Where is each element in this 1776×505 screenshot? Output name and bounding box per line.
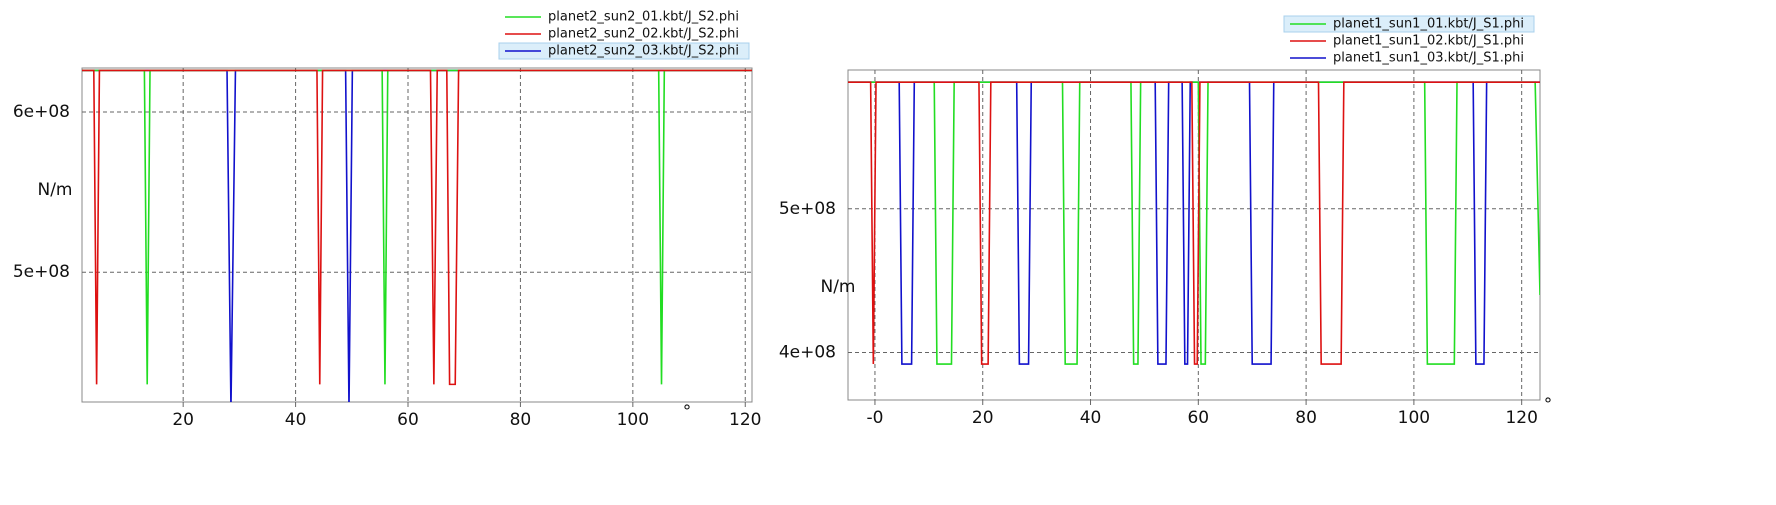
- x-tick-label: 60: [397, 410, 419, 430]
- legend-highlight: [1283, 15, 1535, 33]
- plot-lines: [848, 81, 1540, 365]
- x-tick-label: 100: [1398, 408, 1430, 428]
- plot-lines: [82, 69, 752, 402]
- legend-label: planet2_sun2_02.kbt/J_S2.phi: [548, 27, 739, 42]
- y-axis-label: N/m: [37, 180, 72, 200]
- legend-label: planet2_sun2_03.kbt/J_S2.phi: [548, 44, 739, 59]
- legend-label: planet1_sun1_03.kbt/J_S1.phi: [1333, 51, 1524, 66]
- series-line: [82, 69, 752, 385]
- series-line: [848, 81, 1540, 365]
- chart: 5e+08 6e+08 20 40 60 80 100 120 N/m ° planet2_sun2…: [13, 10, 762, 431]
- plot-frame: [81, 67, 753, 403]
- x-tick-label: -0: [866, 408, 883, 428]
- y-tick-label: 5e+08: [779, 199, 836, 219]
- x-axis-label: °: [683, 402, 692, 422]
- x-tick-label: 40: [285, 410, 307, 430]
- x-tick-label: 100: [617, 410, 649, 430]
- series-line: [848, 81, 1540, 365]
- x-tick-label: 20: [172, 410, 194, 430]
- legend-label: planet1_sun1_01.kbt/J_S1.phi: [1333, 17, 1524, 32]
- y-tick-label: 5e+08: [13, 262, 70, 282]
- x-tick-label: 120: [1505, 408, 1537, 428]
- legend-highlight: [498, 42, 750, 60]
- x-tick-label: 120: [729, 410, 761, 430]
- chart: 4e+08 5e+08 -0 20 40 60 80 100 120 N/m ° planet1_su…: [779, 15, 1553, 428]
- legend-label: planet1_sun1_02.kbt/J_S1.phi: [1333, 34, 1524, 49]
- x-axis-label: °: [1544, 395, 1553, 415]
- x-tick-label: 20: [972, 408, 994, 428]
- x-tick-label: 60: [1187, 408, 1209, 428]
- x-tick-label: 80: [1295, 408, 1317, 428]
- y-axis-label: N/m: [820, 277, 855, 297]
- x-tick-label: 40: [1080, 408, 1102, 428]
- y-tick-label: 6e+08: [13, 102, 70, 122]
- x-tick-label: 80: [510, 410, 532, 430]
- legend-label: planet2_sun2_01.kbt/J_S2.phi: [548, 10, 739, 25]
- y-tick-label: 4e+08: [779, 343, 836, 363]
- series-line: [82, 69, 752, 386]
